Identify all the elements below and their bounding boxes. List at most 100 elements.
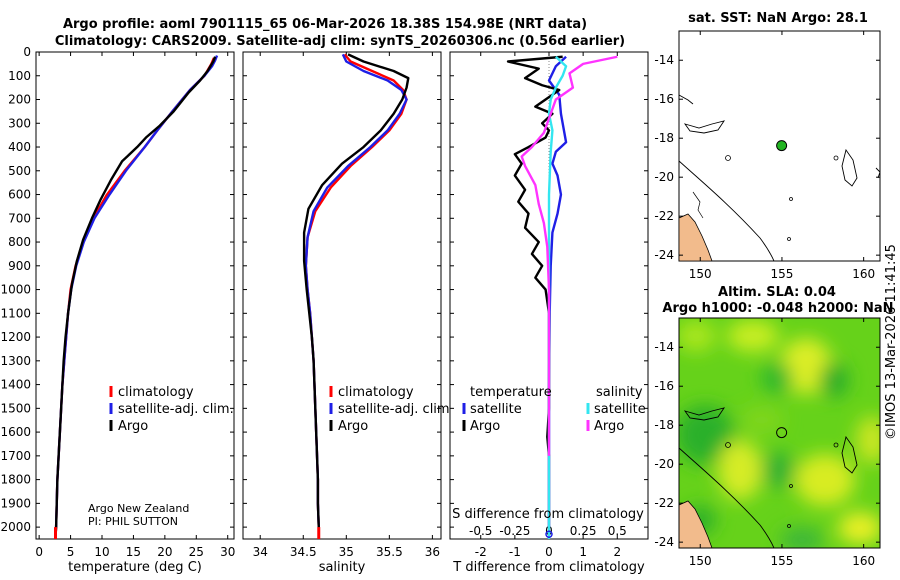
x-tick-label: -1	[509, 545, 521, 559]
y-tick-label: 1100	[0, 306, 31, 320]
map-y-tick-label: -20	[654, 170, 674, 184]
y-tick-label: 1900	[0, 496, 31, 510]
x-tick-label: 34.5	[290, 545, 317, 559]
y-tick-label: 300	[8, 116, 31, 130]
y-tick-label: 1800	[0, 473, 31, 487]
map-y-tick-label: -22	[654, 496, 674, 510]
map-y-tick-label: -24	[654, 535, 674, 549]
reef-islet	[787, 524, 791, 528]
legend-climatology-label: climatology	[338, 385, 414, 400]
x2-tick-label: 0.25	[570, 524, 597, 538]
map-y-tick-label: -14	[654, 340, 674, 354]
temperature-panel: 0 5 10 15 20 25 300100200300400500600700800900…	[0, 45, 235, 575]
reef-islet	[833, 155, 839, 161]
map-y-tick-label: -24	[654, 248, 674, 262]
y-tick-label: 1000	[0, 283, 31, 297]
salinity-panel: 34 34.5 35 35.5 36 salinity climatology sate…	[242, 51, 454, 575]
map-x-tick-label: 150	[689, 554, 712, 568]
y-tick-label: 0	[23, 45, 31, 59]
x2-tick-label: 0.5	[608, 524, 627, 538]
map-y-tick-label: -16	[654, 379, 674, 393]
legend-climatology-label: climatology	[118, 385, 194, 400]
temperature-xlabel: temperature (deg C)	[68, 560, 202, 575]
sst-map-land	[679, 94, 880, 261]
map-x-tick-label: 150	[689, 267, 712, 281]
australia-coast	[679, 500, 713, 548]
reef-line	[679, 160, 775, 261]
y-tick-label: 1400	[0, 378, 31, 392]
x-tick-label: 0	[35, 545, 43, 559]
x-tick-label: 35	[339, 545, 354, 559]
legend-s-argo-label: Argo	[594, 419, 624, 434]
salinity-xlabel: salinity	[319, 560, 366, 575]
legend-satellite-label: satellite-adj. clim.	[338, 402, 454, 417]
reef-islet	[787, 237, 791, 241]
salinity-axes-frame	[242, 51, 442, 540]
sla-field	[679, 318, 880, 548]
reef-islet	[789, 197, 793, 201]
legend-argo-label: Argo	[338, 419, 368, 434]
x-tick-label: 5	[67, 545, 75, 559]
map-x-tick-label: 160	[852, 267, 875, 281]
y-tick-label: 800	[8, 235, 31, 249]
y-tick-label: 1500	[0, 401, 31, 415]
x-tick-label: 20	[157, 545, 172, 559]
temperature-legend: climatology satellite-adj. clim. Argo	[109, 385, 234, 434]
y-tick-label: 900	[8, 259, 31, 273]
legend-t-argo-label: Argo	[470, 419, 500, 434]
reef-islands-north	[683, 120, 726, 134]
new-caledonia-outline	[841, 435, 858, 474]
island-east	[875, 167, 880, 179]
y-tick-label: 2000	[0, 520, 31, 534]
legend-satellite-label: satellite-adj. clim.	[118, 402, 234, 417]
y-tick-label: 1300	[0, 354, 31, 368]
deep-marker	[545, 530, 553, 538]
y-tick-label: 1200	[0, 330, 31, 344]
x2-tick-label: -0.25	[499, 524, 530, 538]
new-caledonia-outline	[841, 148, 858, 187]
sst-map-frame	[678, 30, 881, 262]
sla-map-title-1: Altim. SLA: 0.04	[718, 285, 836, 300]
sla-map-frame	[678, 317, 881, 549]
x-tick-label: 35.5	[376, 545, 403, 559]
legend-t-satellite-label: satellite	[470, 402, 522, 417]
reef-islet	[789, 484, 793, 488]
s-difference-xlabel: S difference from climatology	[452, 507, 644, 522]
legend-argo-label: Argo	[118, 419, 148, 434]
reef-islet	[725, 155, 731, 161]
y-tick-label: 200	[8, 93, 31, 107]
sst-map-title: sat. SST: NaN Argo: 28.1	[688, 11, 868, 26]
map-y-tick-label: -20	[654, 457, 674, 471]
title-line-2: Climatology: CARS2009. Satellite-adj cli…	[55, 34, 625, 49]
x-tick-label: 25	[189, 545, 204, 559]
x-tick-label: 30	[220, 545, 235, 559]
t-difference-xlabel: T difference from climatology	[452, 560, 645, 575]
y-tick-label: 1600	[0, 425, 31, 439]
reef-cays	[692, 191, 704, 219]
difference-legend: temperature satellite Argo salinity sate…	[462, 385, 646, 434]
map-y-tick-label: -22	[654, 209, 674, 223]
reef-line	[679, 447, 775, 548]
sla-map-title-2: Argo h1000: -0.048 h2000: NaN	[662, 301, 893, 316]
map-y-tick-label: -14	[654, 53, 674, 67]
reef-islands-north	[683, 407, 726, 421]
imos-timestamp: ©IMOS 13-Mar-2026 11:41:45	[884, 244, 899, 440]
x2-tick-label: -0.5	[469, 524, 492, 538]
map-x-tick-label: 160	[852, 554, 875, 568]
reef-islet	[833, 442, 839, 448]
legend-salinity-heading: salinity	[596, 385, 643, 400]
sst-map: sat. SST: NaN Argo: 28.1 150 155 160 -14 -16…	[654, 11, 881, 281]
map-y-tick-label: -18	[654, 418, 674, 432]
x-tick-label: 10	[94, 545, 109, 559]
x-tick-label: -2	[475, 545, 487, 559]
series-line-argo	[302, 53, 410, 537]
series-line-argo	[54, 56, 217, 537]
y-tick-label: 100	[8, 69, 31, 83]
sla-map: Altim. SLA: 0.04 Argo h1000: -0.048 h200…	[654, 285, 893, 568]
temperature-axes-frame	[35, 51, 235, 540]
coast-fragment	[679, 94, 694, 105]
x-tick-label: 0	[545, 545, 553, 559]
x-tick-label: 36	[425, 545, 440, 559]
x-tick-label: 34	[253, 545, 268, 559]
